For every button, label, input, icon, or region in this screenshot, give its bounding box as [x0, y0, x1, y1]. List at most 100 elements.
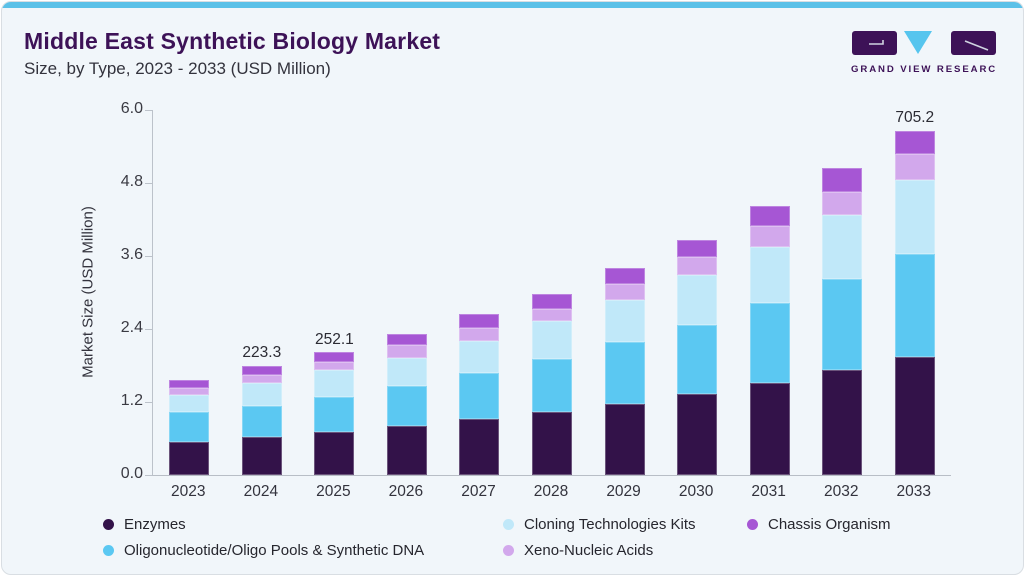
bar-segment-cloning-2026[interactable] — [386, 357, 427, 386]
legend-label: Oligonucleotide/Oligo Pools & Synthetic … — [124, 541, 425, 559]
bar-segment-cloning-2027[interactable] — [459, 340, 500, 374]
bar-segment-xeno-2029[interactable] — [604, 284, 645, 301]
bar-segment-chassis-2027[interactable] — [459, 313, 500, 329]
bar-segment-oligonucleotide-2028[interactable] — [532, 359, 572, 413]
bar-segment-chassis-2031[interactable] — [749, 206, 790, 227]
bar-segment-enzymes-2031[interactable] — [749, 382, 790, 475]
bar-segment-chassis-2030[interactable] — [677, 239, 718, 257]
x-tick-label-2027: 2027 — [461, 483, 496, 500]
bar-segment-xeno-2028[interactable] — [532, 308, 572, 322]
legend-swatch-chassis — [747, 518, 758, 530]
y-tick-label: 0.0 — [120, 465, 143, 482]
bar-segment-oligonucleotide-2024[interactable] — [241, 405, 282, 438]
bar-segment-enzymes-2025[interactable] — [314, 432, 355, 475]
bar-segment-enzymes-2030[interactable] — [677, 394, 718, 475]
bar-segment-xeno-2025[interactable] — [314, 362, 355, 371]
legend-label: Enzymes — [124, 515, 186, 533]
bar-segment-xeno-2030[interactable] — [677, 256, 718, 275]
bar-segment-cloning-2030[interactable] — [677, 274, 718, 325]
x-tick-label-2031: 2031 — [751, 483, 786, 500]
logo-graphic: GRAND VIEW RESEARCH — [851, 31, 1004, 75]
bar-total-label-2025: 252.1 — [314, 330, 354, 348]
y-tick-label: 6.0 — [120, 100, 143, 117]
bar-segment-chassis-2032[interactable] — [822, 168, 863, 192]
bar-segment-chassis-2025[interactable] — [314, 352, 355, 363]
legend-label: Xeno-Nucleic Acids — [524, 541, 654, 559]
bar-segment-enzymes-2033[interactable] — [894, 357, 935, 475]
bar-segment-chassis-2023[interactable] — [169, 379, 210, 389]
legend-item-enzymes[interactable]: Enzymes — [103, 516, 186, 532]
bar-column-2023 — [153, 110, 226, 475]
bars-container: 223.3 252.1 705.2 — [153, 110, 951, 475]
bar-segment-chassis-2026[interactable] — [386, 333, 427, 346]
bar-column-2029 — [588, 110, 661, 475]
bar-column-2028 — [516, 110, 589, 475]
bar-segment-xeno-2023[interactable] — [169, 388, 210, 396]
bar-segment-enzymes-2027[interactable] — [459, 419, 500, 475]
chart-title: Middle East Synthetic Biology Market — [24, 28, 441, 54]
legend-swatch-xeno — [503, 544, 514, 556]
bar-segment-chassis-2028[interactable] — [532, 293, 572, 309]
bar-segment-enzymes-2026[interactable] — [386, 426, 427, 475]
bar-segment-oligonucleotide-2025[interactable] — [314, 396, 355, 433]
legend-swatch-cloning — [503, 518, 514, 530]
x-tick-label-2029: 2029 — [606, 483, 641, 500]
bar-segment-oligonucleotide-2032[interactable] — [822, 279, 863, 370]
bar-segment-xeno-2031[interactable] — [749, 226, 790, 247]
bar-segment-enzymes-2024[interactable] — [241, 437, 282, 475]
bar-segment-cloning-2028[interactable] — [532, 321, 572, 360]
x-tick-label-2030: 2030 — [678, 483, 714, 500]
x-tick-label-2026: 2026 — [388, 483, 424, 500]
bar-column-2027 — [443, 110, 516, 475]
legend-item-xeno[interactable]: Xeno-Nucleic Acids — [503, 542, 653, 558]
bar-segment-cloning-2025[interactable] — [314, 370, 355, 397]
bar-segment-chassis-2024[interactable] — [241, 365, 282, 375]
bar-column-2032 — [806, 110, 879, 475]
x-tick-label-2023: 2023 — [171, 483, 206, 500]
bar-segment-chassis-2033[interactable] — [894, 130, 935, 155]
bar-segment-cloning-2032[interactable] — [822, 214, 863, 280]
legend-label: Chassis Organism — [768, 515, 891, 533]
bar-column-2026 — [371, 110, 444, 475]
x-tick-label-2024: 2024 — [243, 483, 279, 500]
y-tick-label: 2.4 — [120, 319, 143, 336]
bar-segment-enzymes-2023[interactable] — [169, 441, 210, 475]
bar-segment-oligonucleotide-2031[interactable] — [749, 303, 790, 383]
bar-segment-oligonucleotide-2023[interactable] — [169, 412, 210, 442]
y-tick-label: 3.6 — [120, 246, 143, 263]
bar-segment-oligonucleotide-2027[interactable] — [459, 373, 500, 420]
bar-column-2025: 252.1 — [298, 110, 371, 475]
bar-segment-xeno-2032[interactable] — [822, 191, 863, 215]
bar-segment-cloning-2024[interactable] — [241, 382, 282, 406]
bar-segment-oligonucleotide-2030[interactable] — [677, 324, 718, 395]
bar-column-2030 — [661, 110, 734, 475]
bar-segment-xeno-2027[interactable] — [459, 328, 500, 341]
bar-segment-enzymes-2028[interactable] — [532, 412, 572, 475]
bar-segment-enzymes-2029[interactable] — [604, 403, 645, 475]
x-tick-label-2028: 2028 — [533, 483, 569, 500]
y-tick-label: 1.2 — [120, 392, 143, 409]
legend-item-cloning[interactable]: Cloning Technologies Kits — [503, 516, 696, 532]
y-axis-tick — [145, 401, 152, 403]
bar-segment-cloning-2033[interactable] — [894, 180, 935, 255]
bar-total-label-2024: 223.3 — [242, 344, 282, 362]
bar-segment-xeno-2024[interactable] — [241, 374, 282, 383]
y-axis-tick — [145, 109, 152, 111]
legend-item-chassis[interactable]: Chassis Organism — [747, 516, 891, 532]
bar-column-2031 — [733, 110, 806, 475]
bar-segment-oligonucleotide-2033[interactable] — [894, 254, 935, 358]
bar-segment-oligonucleotide-2026[interactable] — [386, 385, 427, 427]
bar-segment-oligonucleotide-2029[interactable] — [604, 342, 645, 404]
bar-segment-cloning-2031[interactable] — [749, 246, 790, 304]
plot-area: 0.0 1.2 2.4 3.6 4.8 6.0 223.3 252.1 705.2 — [121, 100, 951, 482]
bar-segment-xeno-2026[interactable] — [386, 345, 427, 358]
bar-segment-xeno-2033[interactable] — [894, 154, 935, 181]
bar-column-2033: 705.2 — [878, 110, 951, 475]
bar-segment-chassis-2029[interactable] — [604, 268, 645, 284]
legend-swatch-oligonucleotide — [103, 544, 114, 556]
bar-segment-enzymes-2032[interactable] — [822, 369, 863, 475]
y-axis-tick — [145, 328, 152, 330]
legend-item-oligonucleotide[interactable]: Oligonucleotide/Oligo Pools & Synthetic … — [103, 542, 424, 558]
bar-segment-cloning-2029[interactable] — [604, 300, 645, 343]
bar-segment-cloning-2023[interactable] — [169, 395, 210, 413]
